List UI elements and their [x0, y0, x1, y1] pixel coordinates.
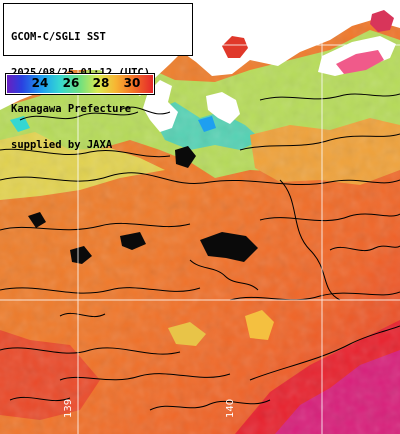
contour-line	[259, 93, 400, 101]
info-line-region: Kanagawa Prefecture	[11, 103, 132, 115]
contour-line	[59, 373, 231, 381]
info-line-credit: supplied by JAXA	[11, 139, 113, 151]
contour-line	[59, 312, 106, 318]
grid-label-lon: 140	[225, 398, 236, 418]
contour-line	[0, 172, 400, 186]
legend-color-bar	[7, 75, 153, 93]
inland-lake	[222, 36, 248, 58]
contour-line	[259, 213, 400, 222]
legend-tick-label: 30	[123, 76, 141, 90]
cool-pocket-4	[198, 116, 216, 132]
contour-line	[329, 245, 400, 252]
contour-line	[149, 399, 271, 411]
legend-tick-label: 28	[92, 76, 110, 90]
grid-label-lon: 139	[63, 398, 74, 418]
inland-lake-2	[370, 10, 394, 32]
cloud-patch-4	[120, 232, 146, 250]
legend-tick-label: 26	[62, 76, 80, 90]
legend-tick-label: 24	[31, 76, 49, 90]
contour-line	[9, 396, 71, 402]
contour-line	[119, 106, 171, 115]
info-box: GCOM-C/SGLI SST 2025/08/25 01:12 (UTC) K…	[3, 3, 193, 151]
cool-pocket-3	[10, 116, 30, 132]
contour-line	[0, 347, 181, 355]
cloud-patch-5	[28, 212, 46, 228]
contour-line	[0, 287, 201, 294]
contour-line	[279, 179, 341, 301]
contour-line	[189, 259, 259, 291]
contour-line	[0, 222, 191, 231]
contour-line	[0, 148, 171, 158]
info-line-product: GCOM-C/SGLI SST	[11, 31, 106, 43]
cloud-patch-1	[200, 232, 258, 262]
contour-line	[229, 291, 400, 301]
sst-legend: 24 26 28 30	[5, 73, 155, 95]
cloud-patch-3	[70, 246, 92, 264]
sst-contours	[0, 93, 400, 411]
cool-pocket-1	[168, 322, 206, 346]
contour-line	[239, 133, 400, 151]
contour-line	[19, 111, 139, 121]
cloud-patch-2	[175, 146, 196, 168]
contour-line	[249, 325, 400, 381]
cool-pocket-2	[245, 310, 274, 340]
land-east-peninsula	[206, 92, 240, 124]
inland-lake-3	[336, 50, 384, 74]
